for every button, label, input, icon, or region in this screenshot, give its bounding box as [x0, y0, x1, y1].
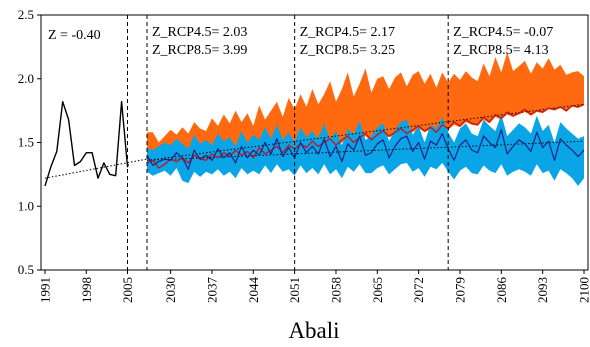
- observed-line: [44, 100, 130, 187]
- y-axis: 0.5 1.0 1.5 2.0 2.5: [18, 7, 41, 277]
- z-rcp45-label: Z_RCP4.5= -0.07: [453, 25, 553, 40]
- x-tick-label: 2072: [411, 277, 426, 303]
- bands: [147, 52, 584, 186]
- x-tick-label: 2093: [535, 277, 550, 303]
- x-tick-label: 2100: [577, 277, 590, 303]
- rcp45-band: [147, 114, 584, 186]
- x-tick-label: 2058: [328, 277, 343, 303]
- x-tick-label: 2086: [494, 277, 509, 304]
- z-rcp85-label: Z_RCP8.5= 3.25: [300, 43, 395, 58]
- y-tick-label: 1.0: [18, 198, 34, 213]
- rcp45-mean-line: [146, 129, 585, 170]
- x-tick-label: 2044: [246, 277, 261, 304]
- z-rcp85-label: Z_RCP8.5= 3.99: [152, 43, 247, 58]
- x-tick-label: 1991: [38, 277, 53, 303]
- y-tick-label: 2.0: [18, 71, 34, 86]
- site-title: Abali: [288, 318, 339, 343]
- trendlines: [44, 103, 585, 179]
- x-tick-label: 1998: [79, 277, 94, 303]
- trendline-1: [146, 140, 585, 161]
- z-rcp45-label: Z_RCP4.5= 2.17: [300, 25, 395, 40]
- x-axis: 1991 1998 2005 2030 2037 2044 2051 2058 2065 2072…: [38, 270, 590, 303]
- x-tick-label: 2065: [370, 277, 385, 303]
- x-tick-label: 2037: [204, 277, 219, 304]
- x-tick-label: 2030: [163, 277, 178, 303]
- z-label-observed: Z = -0.40: [48, 28, 101, 43]
- y-tick-label: 1.5: [18, 135, 34, 150]
- x-tick-label: 2051: [287, 277, 302, 303]
- x-tick-label: 2005: [120, 277, 135, 303]
- period-dividers: [127, 15, 449, 270]
- series-lines: [44, 100, 585, 187]
- y-tick-label: 2.5: [18, 7, 34, 22]
- y-tick-label: 0.5: [18, 262, 34, 277]
- plot-area: [40, 14, 589, 271]
- z-annotations: Z = -0.40 Z_RCP4.5= 2.03 Z_RCP8.5= 3.99 Z_R…: [48, 25, 553, 58]
- z-rcp45-label: Z_RCP4.5= 2.03: [152, 25, 247, 40]
- x-tick-label: 2079: [452, 277, 467, 303]
- rcp85-mean-line: [146, 103, 585, 169]
- z-rcp85-label: Z_RCP8.5= 4.13: [453, 43, 548, 58]
